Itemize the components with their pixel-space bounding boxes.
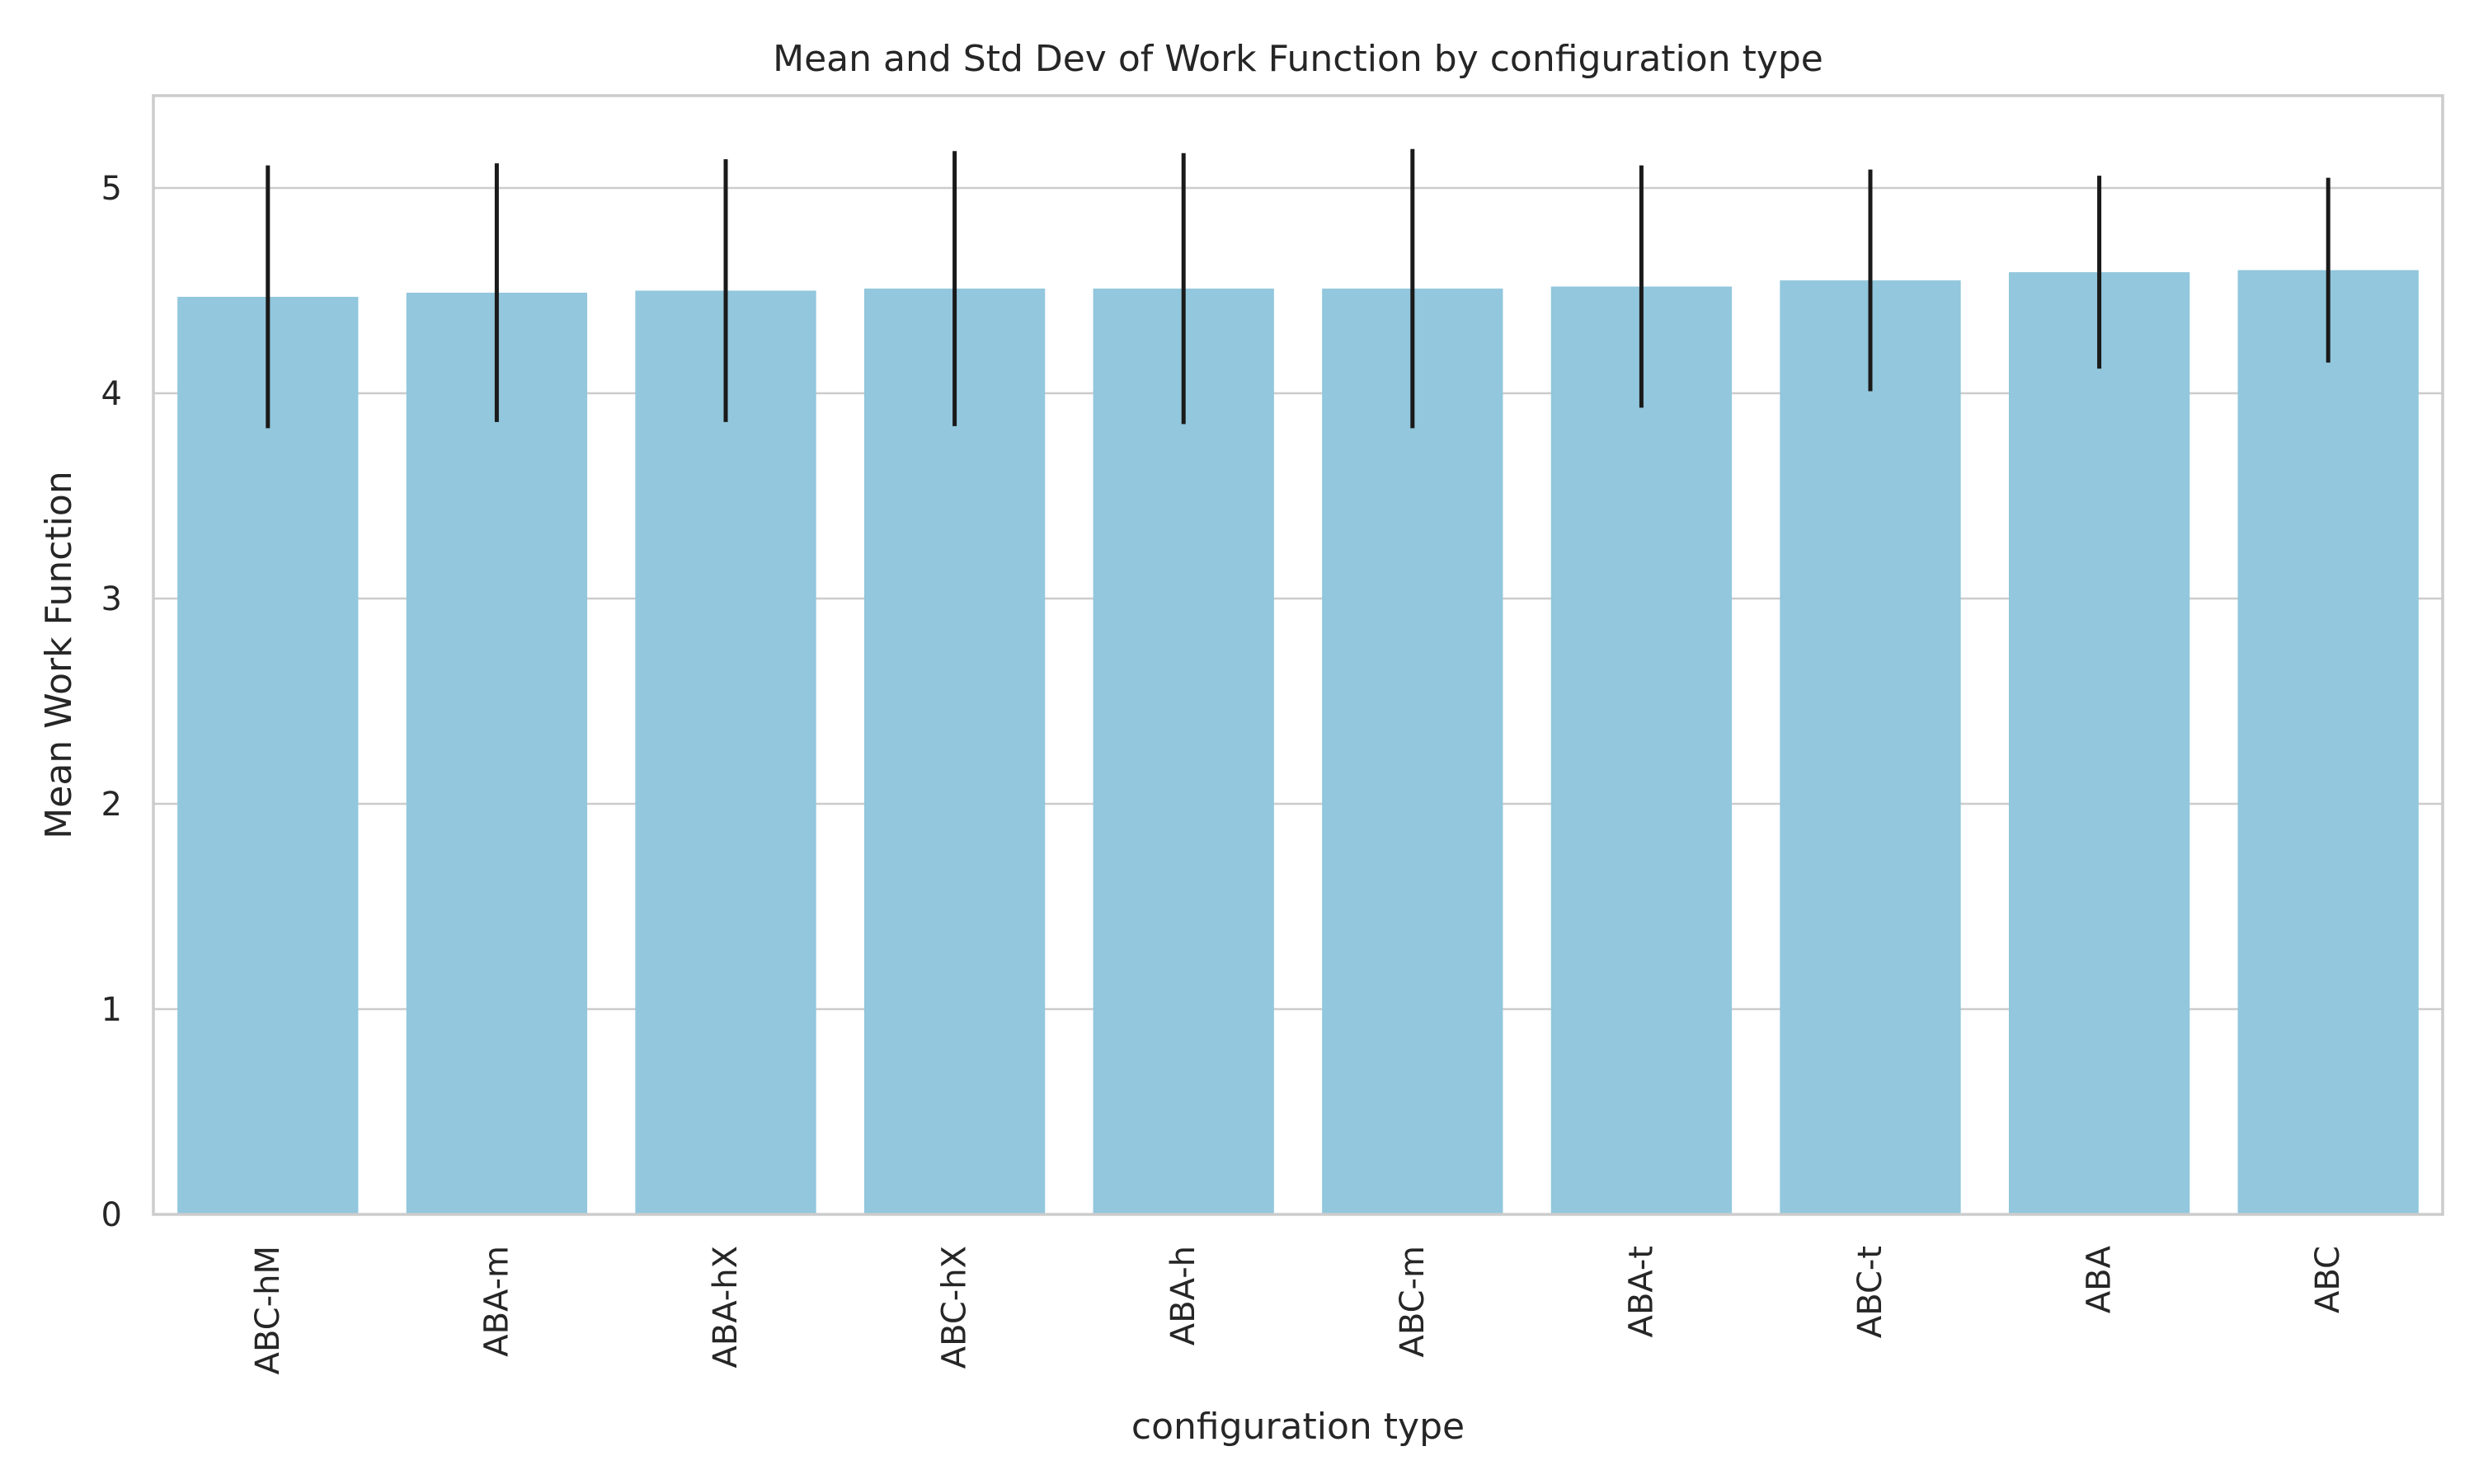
bar-ABC-m (1322, 289, 1503, 1214)
bar-ABC-t (1780, 280, 1961, 1214)
y-tick-label: 3 (101, 580, 122, 618)
x-tick-label: ABC (2309, 1246, 2347, 1313)
x-tick-label: ABA-hX (707, 1246, 745, 1368)
x-tick-label: ABA-t (1622, 1246, 1660, 1337)
y-axis-label: Mean Work Function (38, 471, 80, 838)
x-tick-labels: ABC-hM ABA-m ABA-hX ABC-hX ABA-h ABC-m ABA-t AB… (249, 1245, 2347, 1374)
x-tick-label: ABA-m (477, 1246, 515, 1357)
x-tick-label: ABC-m (1394, 1246, 1432, 1357)
x-tick-label: ABC-t (1851, 1246, 1889, 1338)
bar-ABA-t (1550, 286, 1733, 1214)
y-tick-label: 1 (101, 991, 122, 1029)
axes-frame (152, 94, 2444, 1216)
bar-ABA (2008, 272, 2190, 1215)
x-tick-label: ABC-hX (936, 1246, 974, 1369)
x-tick-label: ABA (2081, 1245, 2119, 1313)
chart-title: Mean and Std Dev of Work Function by con… (773, 38, 1823, 80)
x-tick-label: ABA-h (1164, 1246, 1202, 1345)
x-tick-label: ABC-hM (249, 1246, 287, 1374)
error-bars (266, 148, 2331, 429)
y-tick-labels: 0 1 2 3 4 5 (101, 170, 122, 1234)
bar-ABA-hX (635, 290, 816, 1215)
bar-ABC (2237, 270, 2419, 1214)
y-tick-label: 0 (101, 1196, 122, 1234)
bar-ABC-hX (863, 289, 1046, 1214)
x-axis-label: configuration type (1131, 1406, 1465, 1448)
bars (177, 270, 2419, 1215)
bar-ABC-hM (177, 297, 359, 1215)
bar-ABA-m (406, 293, 588, 1214)
bar-ABA-h (1093, 289, 1274, 1214)
y-tick-label: 2 (101, 786, 122, 824)
y-tick-label: 5 (101, 170, 122, 208)
y-tick-label: 4 (101, 375, 122, 413)
